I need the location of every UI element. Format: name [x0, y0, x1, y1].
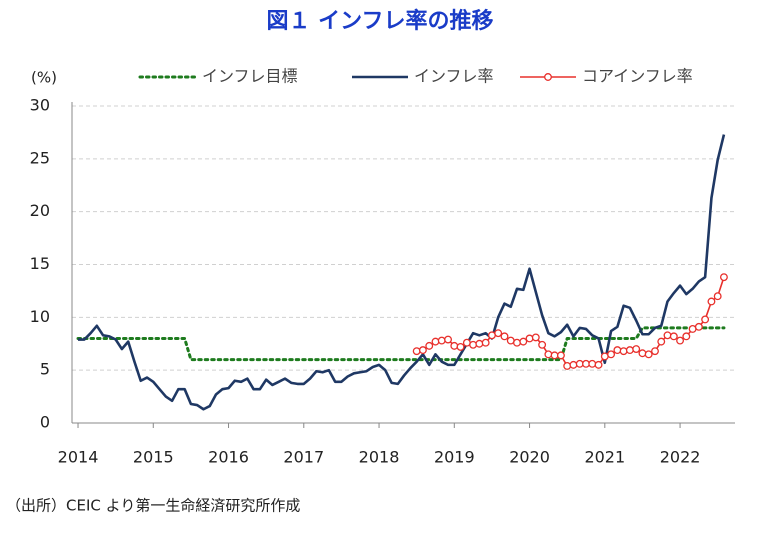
y-tick-label: 0 — [40, 413, 50, 432]
data-point — [538, 340, 547, 349]
x-tick-label: 2022 — [660, 448, 701, 467]
data-point — [431, 337, 440, 346]
data-point — [638, 349, 647, 358]
data-point — [550, 351, 559, 360]
data-point — [682, 332, 691, 341]
data-point — [657, 337, 666, 346]
data-point — [676, 336, 685, 345]
data-point — [563, 361, 572, 370]
x-tick-label: 2017 — [283, 448, 324, 467]
y-tick-label: 30 — [30, 96, 50, 115]
data-point — [644, 350, 653, 359]
data-point — [669, 332, 678, 341]
data-point — [525, 334, 534, 343]
data-point — [450, 341, 459, 350]
data-point — [500, 332, 509, 341]
data-point — [663, 331, 672, 340]
y-tick-label: 5 — [40, 360, 50, 379]
data-point — [481, 338, 490, 347]
y-tick-label: 25 — [30, 148, 50, 167]
data-point — [619, 347, 628, 356]
data-point — [494, 329, 503, 338]
x-tick-label: 2015 — [133, 448, 174, 467]
data-point — [519, 337, 528, 346]
data-point — [444, 335, 453, 344]
x-tick-label: 2018 — [359, 448, 400, 467]
data-point — [569, 360, 578, 369]
series-line — [76, 326, 726, 362]
data-point — [607, 350, 616, 359]
legend-marker — [544, 73, 552, 81]
data-point — [707, 297, 716, 306]
chart-title: 図１ インフレ率の推移 — [267, 8, 494, 34]
data-point — [713, 292, 722, 301]
x-tick-label: 2014 — [58, 448, 99, 467]
data-point — [531, 333, 540, 342]
data-point — [613, 346, 622, 355]
data-point — [594, 360, 603, 369]
data-point — [412, 347, 421, 356]
y-axis-label: (%) — [31, 69, 57, 87]
data-point — [632, 345, 641, 353]
data-point — [437, 336, 446, 345]
data-point — [544, 350, 553, 359]
data-point — [418, 346, 427, 355]
y-tick-label: 10 — [30, 307, 50, 326]
data-point — [625, 346, 634, 355]
legend-label: インフレ目標 — [202, 67, 298, 86]
data-point — [694, 322, 703, 331]
data-point — [701, 315, 710, 324]
data-point — [456, 342, 465, 351]
source-note: （出所）CEIC より第一生命経済研究所作成 — [6, 497, 300, 515]
data-point — [475, 339, 484, 348]
legend-label: インフレ率 — [414, 67, 494, 86]
x-tick-label: 2016 — [208, 448, 249, 467]
series-line — [78, 134, 726, 411]
data-point — [513, 338, 521, 347]
x-tick-label: 2021 — [584, 448, 625, 467]
legend-label: コアインフレ率 — [582, 67, 693, 86]
x-tick-label: 2020 — [509, 448, 550, 467]
x-tick-label: 2019 — [434, 448, 475, 467]
data-point — [588, 359, 597, 368]
data-point — [651, 347, 659, 356]
data-point — [469, 340, 478, 349]
data-point — [425, 341, 434, 350]
y-tick-label: 15 — [30, 254, 50, 273]
data-point — [556, 351, 565, 360]
data-point — [719, 273, 728, 282]
y-tick-label: 20 — [30, 201, 50, 220]
